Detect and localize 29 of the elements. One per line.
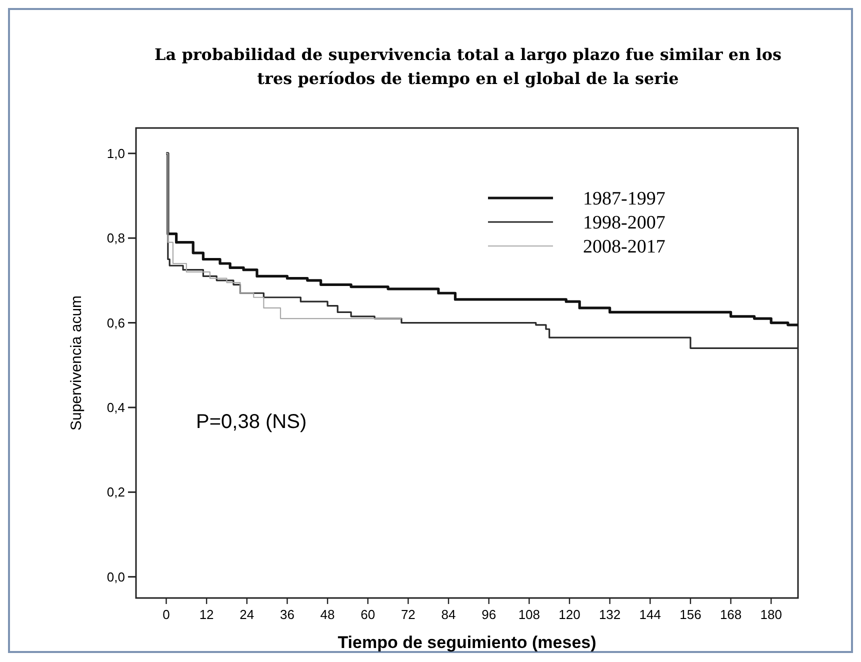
- y-tick-label: 0,8: [106, 230, 125, 246]
- x-tick-label: 24: [240, 607, 254, 622]
- x-tick-label: 156: [680, 607, 702, 622]
- x-tick-label: 144: [639, 607, 661, 622]
- y-axis-title: Supervivencia acum: [68, 295, 85, 431]
- x-tick-label: 108: [518, 607, 540, 622]
- x-tick-label: 60: [360, 607, 376, 622]
- x-tick-label: 180: [760, 607, 782, 622]
- legend-label: 2008-2017: [583, 236, 666, 258]
- y-tick-label: 0,6: [106, 315, 125, 330]
- y-tick-label: 0,4: [106, 400, 125, 416]
- y-tick-label: 1,0: [106, 146, 125, 161]
- x-axis-title: Tiempo de seguimiento (meses): [338, 633, 596, 652]
- y-tick-label: 0,0: [106, 569, 125, 584]
- x-tick-label: 0: [162, 607, 170, 622]
- x-tick-label: 36: [280, 607, 294, 622]
- x-tick-label: 132: [598, 607, 621, 622]
- x-tick-label: 96: [482, 607, 496, 622]
- annotation: P=0,38 (NS): [196, 411, 307, 433]
- x-tick-label: 84: [441, 607, 456, 622]
- x-tick-label: 168: [720, 607, 742, 622]
- legend-label: 1998-2007: [583, 212, 666, 234]
- x-tick-label: 120: [558, 607, 580, 622]
- x-tick-label: 12: [199, 607, 214, 622]
- chart-title: La probabilidad de supervivencia total a largo plazo fue similar en los tres períodos de tiempo en el global de la serie: [154, 45, 782, 88]
- x-tick-label: 72: [400, 607, 416, 622]
- x-tick-label: 48: [320, 607, 335, 622]
- y-tick-label: 0,2: [106, 484, 125, 500]
- legend-label: 1987-1997: [583, 188, 666, 210]
